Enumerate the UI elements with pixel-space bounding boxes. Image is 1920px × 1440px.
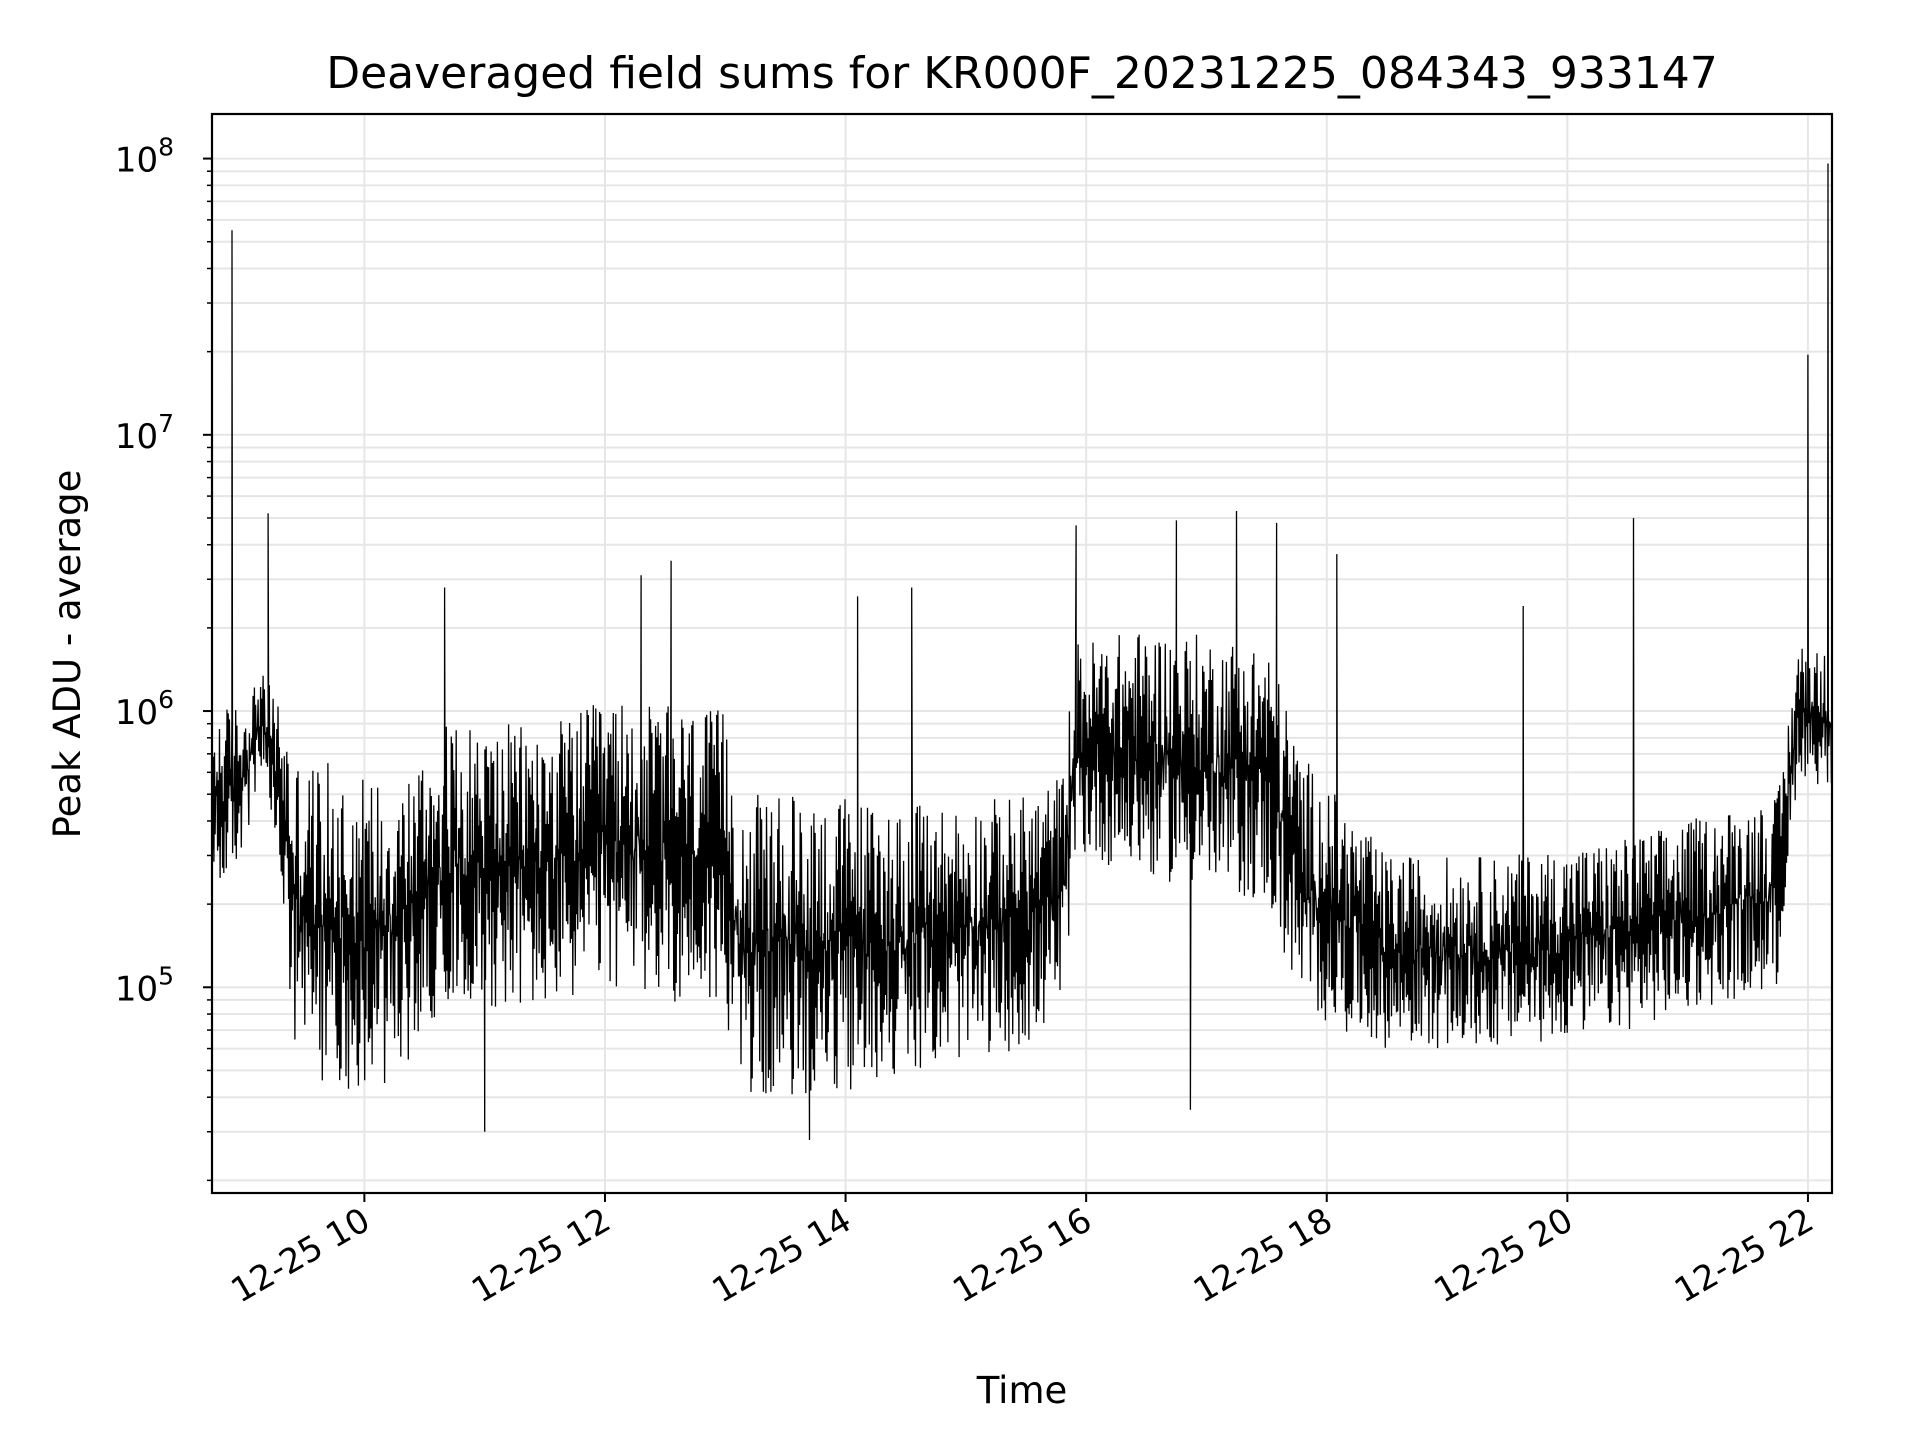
series-line bbox=[212, 163, 1832, 1141]
y-tick-label: 108 bbox=[115, 133, 174, 181]
series-layer bbox=[212, 163, 1832, 1141]
x-axis-label: Time bbox=[976, 1369, 1068, 1412]
plot-frame bbox=[210, 112, 1834, 1195]
y-tick-label: 107 bbox=[115, 409, 174, 457]
chart-title: Deaveraged field sums for KR000F_2023122… bbox=[326, 48, 1718, 99]
y-axis-label: Peak ADU - average bbox=[46, 470, 89, 839]
y-tick-label: 105 bbox=[115, 961, 174, 1009]
grid-layer bbox=[212, 114, 1832, 1193]
y-tick-label: 106 bbox=[115, 685, 174, 733]
